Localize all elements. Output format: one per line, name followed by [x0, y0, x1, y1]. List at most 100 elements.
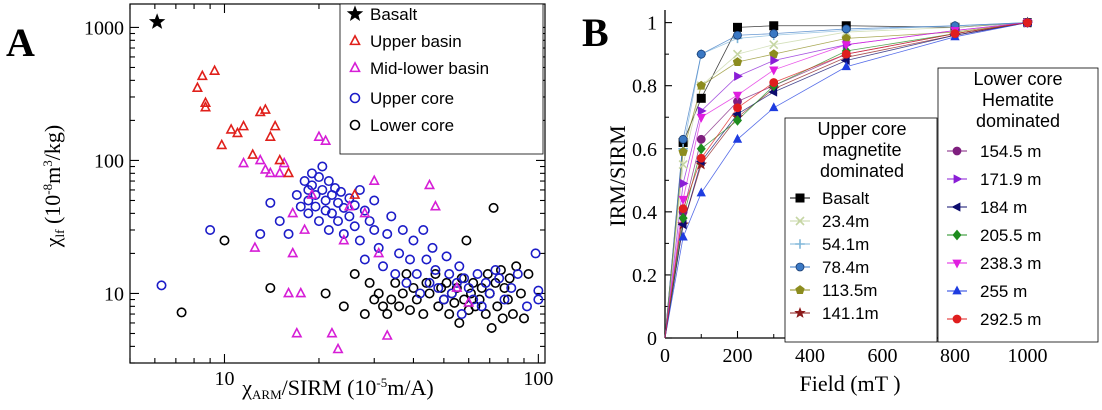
point-lower-core [497, 313, 508, 324]
point-lower-core [418, 309, 429, 320]
point-lower-core [482, 269, 493, 280]
point-upper-core [333, 216, 344, 227]
point-mid-lower-basin [259, 163, 271, 174]
point-mid-lower-basin [299, 223, 311, 234]
point-238-3-m [696, 113, 706, 123]
point-upper-basin [264, 130, 276, 141]
point-upper-core [354, 184, 365, 195]
legend-box [937, 67, 1099, 343]
y-axis-title: χlf (10-8m3/kg) [40, 125, 67, 248]
point-78-4m [696, 49, 706, 59]
legend-box [784, 117, 938, 343]
point-154-5-m [696, 134, 706, 144]
legend-label-255-m: 255 m [980, 282, 1027, 301]
point-upper-core [205, 224, 216, 235]
y-tick-label: 0 [647, 328, 657, 350]
point-upper-core [512, 269, 523, 280]
point-292-5-m [696, 153, 706, 163]
point-mid-lower-basin [373, 246, 385, 258]
point-lower-core [338, 301, 349, 312]
point-255-m [732, 133, 743, 143]
series-line-78-4m [664, 22, 1028, 339]
legend-label-lower-core: Lower core [370, 116, 454, 135]
point-upper-core [456, 309, 467, 320]
point-upper-basin [247, 148, 259, 159]
point-upper-basin [199, 96, 212, 108]
point-lower-core [265, 282, 276, 293]
panel-a-legend: Basalt Upper basin Mid-lower basin Upper co… [339, 3, 544, 155]
point-mid-lower-basin [368, 174, 380, 185]
point-292-5-m [769, 78, 779, 87]
legend-title-line: dominated [820, 161, 904, 181]
point-upper-basin [191, 81, 203, 93]
point-upper-core [427, 242, 438, 253]
point-mid-lower-basin [249, 241, 261, 252]
point-upper-core [463, 282, 474, 293]
point-mid-lower-basin [429, 200, 441, 211]
point-mid-lower-basin [295, 286, 307, 298]
point-upper-core [444, 269, 455, 280]
y-tick-label: 1 [647, 13, 657, 35]
point-238-3-m [678, 195, 688, 205]
point-78-4m [733, 30, 742, 40]
point-lower-core [492, 301, 503, 312]
point-upper-core [438, 294, 449, 305]
point-lower-core [488, 202, 499, 213]
x-axis-title: Field (mT ) [799, 371, 900, 396]
point-113-5m [678, 147, 688, 156]
point-upper-core [378, 261, 389, 272]
point-upper-core [291, 189, 302, 200]
point-lower-core [433, 301, 444, 312]
point-mid-lower-basin [313, 130, 325, 141]
legend-marker-upper-basin [349, 34, 361, 46]
point-171-9-m [734, 71, 743, 81]
point-mid-lower-basin [463, 296, 475, 307]
point-upper-core [459, 273, 470, 284]
point-lower-core [364, 277, 375, 288]
point-upper-core [418, 224, 429, 235]
y-tick-label: 0.8 [632, 76, 657, 98]
point-113-5m [732, 57, 743, 66]
point-292-5-m [1023, 18, 1032, 28]
point-lower-core [386, 294, 397, 305]
legend-label-205-5-m: 205.5 m [980, 226, 1041, 245]
point-upper-core [441, 251, 452, 262]
point-upper-core [480, 277, 491, 288]
legend-marker-171-9-m [953, 174, 963, 184]
y-tick-label: 0.4 [632, 202, 657, 224]
legend-marker-292-5-m [952, 314, 962, 324]
point-205-5-m [678, 212, 688, 224]
point-upper-basin [259, 103, 271, 114]
point-upper-core [320, 205, 331, 216]
point-upper-core [344, 211, 355, 222]
point-lower-core [421, 277, 432, 288]
point-mid-lower-basin [264, 166, 276, 178]
legend-label-basalt: Basalt [370, 5, 418, 24]
point-upper-core [533, 285, 544, 296]
point-lower-core [378, 301, 389, 312]
x-tick-label: 200 [723, 345, 753, 367]
panel-b-label: B [582, 10, 609, 55]
point-upper-core [333, 197, 344, 208]
point-292-5-m [678, 204, 688, 214]
point-upper-core [323, 176, 334, 187]
point-upper-core [369, 195, 380, 206]
legend-label-mid-lower-basin: Mid-lower basin [370, 59, 489, 78]
point-lower-core [504, 273, 515, 284]
point-upper-core [255, 228, 266, 239]
point-mid-lower-basin [343, 200, 355, 211]
legend-label-238-3-m: 238.3 m [980, 254, 1041, 273]
point-lower-core [465, 288, 476, 299]
point-lower-core [408, 282, 419, 293]
point-upper-basin [209, 64, 221, 75]
point-lower-core [518, 313, 529, 324]
x-axis-title: χARM/SIRM (10-5m/A) [241, 375, 433, 402]
point-lower-core [394, 301, 405, 312]
series-line-292-5-m [664, 22, 1028, 339]
point-upper-core [317, 161, 328, 172]
point-mid-lower-basin [254, 153, 266, 165]
legend-title-line: Upper core [817, 119, 906, 139]
legend-marker-184-m [951, 202, 961, 212]
point-upper-core [415, 288, 426, 299]
